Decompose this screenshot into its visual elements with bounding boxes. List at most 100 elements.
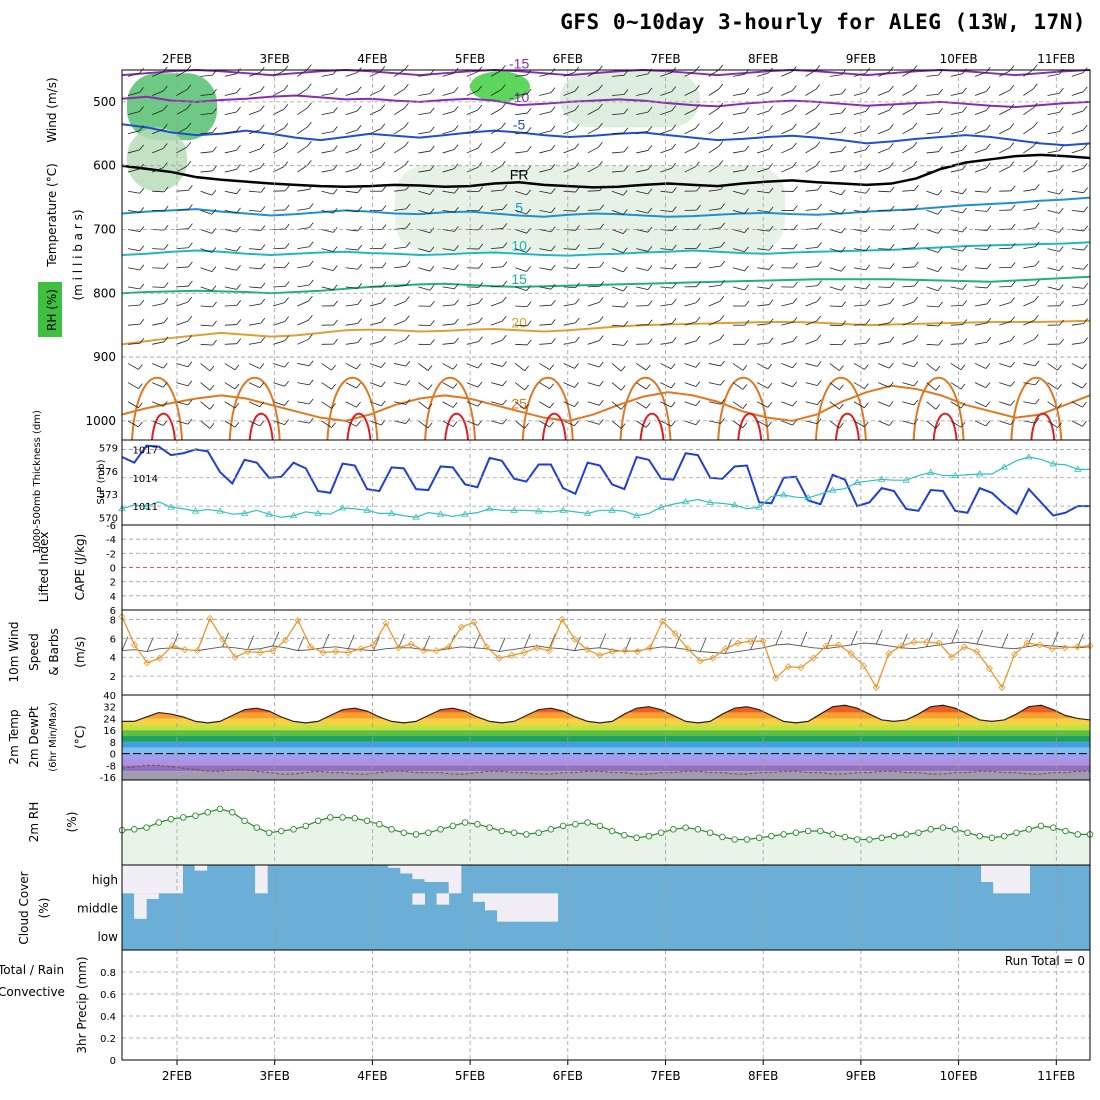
slp-line [121,444,1090,517]
wind-barb-flag [792,362,797,368]
wind-barb [829,420,840,429]
wind-barb [273,340,285,345]
wind-barb [345,190,358,194]
wind-barb-flag [574,401,579,407]
wind-barb-flag [211,247,217,253]
thickness-marker [583,509,592,516]
temp-band [122,718,1090,725]
wind-barb [636,267,648,271]
wind-barb [200,305,213,308]
wind-barb-flag [429,88,435,94]
wind-barb [999,89,1011,96]
wind-speed-marker [822,642,830,650]
cloud-bar [388,865,401,868]
wind-barb [200,74,213,77]
wind-barb [176,209,189,211]
rh-marker [192,812,199,819]
warm-contour [814,377,867,441]
wind-barb-flag [671,105,677,111]
rh-marker [572,820,579,828]
warm-contour [619,377,672,441]
wind-barb-flag [1058,207,1064,214]
wind-barb-flag [839,384,844,391]
wind-barb [224,343,237,345]
wind-barb [829,382,840,391]
wind-speed-marker [621,647,629,655]
wind-barb-flag [187,418,193,425]
wind-barb-flag [284,185,290,192]
wind-barb [684,382,697,387]
wind-barb [176,165,188,173]
wind-barb [418,248,431,253]
date-tick-bottom: 6FEB [553,1069,583,1083]
wind-barb [539,111,552,116]
wind-barb [152,167,164,173]
wind-barb [1047,169,1060,173]
wind-barb [636,111,649,116]
wind-barb [805,108,817,115]
wind-barb [1071,267,1084,270]
wind-barb [1023,107,1034,115]
wind-barb-flag [259,124,265,130]
thickness-marker [314,509,322,516]
wind-barb [587,266,600,269]
hot-contour [541,412,567,441]
wind-barb [224,229,237,233]
hot-contour [248,412,274,441]
wind-barb-flag [429,265,435,272]
wind-barb [515,112,528,116]
cloud-bar [400,865,413,874]
rh-marker [817,827,824,835]
wind-barb [1047,190,1060,195]
wind-barb-flag [209,404,215,410]
wind-barb [1047,401,1058,409]
isotherm-label: -15 [509,55,529,71]
wind-barb [539,304,552,307]
wind-barb [781,401,793,407]
wind-barb-flag [768,318,774,324]
wind-barb-flag [888,401,894,407]
cloud-bar [194,865,208,871]
wind-barb-flag [841,126,846,133]
wind-barb-flag [935,365,941,372]
wind-barb-flag [259,420,265,427]
wind-barb-flag [1083,283,1089,289]
wind-barb [297,88,308,96]
thickness-axis-label: 1000-500mb Thickness (dm) [32,410,43,554]
wind-barb [176,127,188,135]
wind-barb-flag [912,122,918,129]
wind-speed-marker [659,617,667,625]
surface-wind-barb [951,628,959,644]
wind-barb-flag [1010,400,1015,406]
wind-barb-flag [744,208,749,214]
wind-barb [418,363,429,371]
rh-shade [127,127,187,192]
rh-marker [792,829,800,836]
wind-barb [732,169,745,173]
pressure-tick: 500 [93,95,116,109]
rh-legend-swatch [38,282,62,337]
wind-barb [563,190,576,193]
wind-barb [248,267,261,270]
wind-barb [635,420,647,428]
wind-barb-flag [1057,422,1062,428]
wind-barb-flag [913,399,919,406]
wind-barb [805,208,818,211]
wind-barb [611,401,622,410]
wind-barb-flag [718,64,724,71]
wind-barb [587,321,600,326]
wind-speed-marker [734,639,742,647]
wind-barb [442,72,455,77]
wind-barb-flag [478,262,484,269]
wind-barb-flag [430,339,435,345]
wind-speed-marker [671,630,679,638]
wind-barb [1047,420,1058,428]
wind-barb-flag [381,185,387,192]
wind-barb-flag [672,187,677,193]
wind-barb [805,285,818,288]
wind-barb [660,401,672,408]
wind-barb-flag [163,104,168,111]
surface-wind-barb [322,633,330,648]
temp-band [122,771,1090,780]
wind-barb-flag [212,165,217,172]
